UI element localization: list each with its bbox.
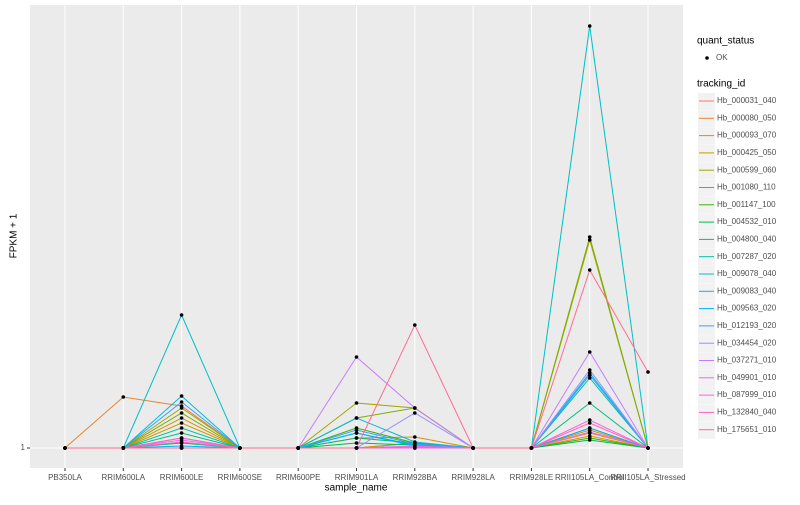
point [354, 441, 359, 445]
point [354, 416, 359, 420]
point [179, 426, 184, 430]
legend-label: Hb_009563_020 [717, 304, 777, 313]
point [179, 416, 184, 420]
point [354, 446, 359, 450]
legend-label: Hb_000425_050 [717, 148, 777, 157]
shape-legend-label: OK [716, 53, 728, 62]
legend: OK Hb_000031_040 Hb_000080_050 Hb_000093_07… [698, 53, 777, 439]
point [587, 376, 592, 380]
point [587, 368, 592, 372]
x-tick-label: RRIM928LA [451, 473, 495, 482]
x-tick-label: RRIM600PE [276, 473, 320, 482]
point [179, 446, 184, 450]
point [179, 411, 184, 415]
legend-title: tracking_id [697, 79, 745, 90]
point [179, 400, 184, 404]
point [354, 401, 359, 405]
legend-label: Hb_037271_010 [717, 356, 777, 365]
legend-label: Hb_004532_010 [717, 217, 777, 226]
point [587, 373, 592, 377]
point [354, 428, 359, 432]
legend-label: Hb_001147_100 [717, 200, 776, 209]
x-tick-label: RRIM928LE [510, 473, 554, 482]
x-tick-label: RRIM600LE [160, 473, 204, 482]
legend-label: Hb_007287_020 [717, 252, 777, 261]
legend-label: Hb_087999_010 [717, 390, 777, 399]
shape-legend-title: quant_status [697, 36, 754, 47]
legend-label: Hb_132840_040 [717, 408, 777, 417]
legend-label: Hb_001080_110 [717, 183, 776, 192]
point [587, 426, 592, 430]
point [413, 406, 417, 410]
point [646, 446, 650, 450]
point [471, 446, 475, 450]
legend-label: Hb_000599_060 [717, 165, 777, 174]
point [179, 440, 184, 444]
point [179, 394, 184, 398]
point [296, 446, 300, 450]
legend-label: Hb_000031_040 [717, 96, 777, 105]
legend-label: Hb_000093_070 [717, 131, 777, 140]
point [587, 418, 592, 422]
point [587, 401, 592, 405]
x-tick-label: RRII105LA_Stressed [610, 473, 685, 482]
legend-label: Hb_012193_020 [717, 321, 777, 330]
y-tick-label: 1 [21, 443, 26, 452]
point [179, 431, 184, 435]
y-axis-title: FPKM + 1 [9, 213, 20, 258]
point [529, 446, 534, 450]
legend-label: Hb_034454_020 [717, 338, 777, 347]
point [121, 395, 126, 399]
x-tick-label: PB350LA [48, 473, 82, 482]
point [587, 238, 592, 242]
point [354, 355, 359, 359]
point [354, 431, 359, 435]
point [413, 445, 417, 449]
point [354, 436, 359, 440]
point [63, 446, 67, 450]
shape-legend-key [705, 56, 709, 60]
x-tick-label: RRII105LA_Control [555, 473, 625, 482]
point [179, 436, 184, 440]
point [413, 411, 417, 415]
point [121, 446, 126, 450]
points [63, 24, 650, 450]
legend-label: Hb_009078_040 [717, 269, 777, 278]
legend-label: Hb_049901_010 [717, 373, 777, 382]
point [413, 435, 417, 439]
point [179, 313, 184, 317]
point [238, 446, 242, 450]
point [179, 421, 184, 425]
point [587, 268, 592, 272]
x-tick-label: RRIM928BA [393, 473, 438, 482]
legend-label: Hb_009083_040 [717, 286, 777, 295]
x-tick-label: RRIM901LA [335, 473, 379, 482]
x-axis-title: sample_name [325, 483, 388, 494]
point [646, 370, 650, 374]
point [587, 24, 592, 28]
point [587, 235, 592, 239]
point [587, 430, 592, 434]
point [587, 421, 592, 425]
point [587, 438, 592, 442]
point [587, 350, 592, 354]
point [179, 406, 184, 410]
legend-label: Hb_000080_050 [717, 113, 777, 122]
point [413, 323, 417, 327]
x-tick-label: RRIM600LA [101, 473, 145, 482]
x-tick-label: RRIM600SE [218, 473, 262, 482]
legend-label: Hb_004800_040 [717, 235, 777, 244]
legend-label: Hb_175651_010 [717, 425, 777, 434]
